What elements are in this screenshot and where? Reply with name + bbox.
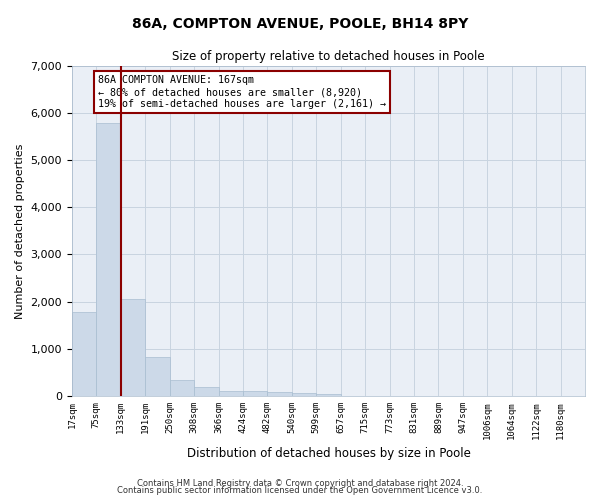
Bar [145, 358, 170, 396]
Text: Contains public sector information licensed under the Open Government Licence v3: Contains public sector information licen… [118, 486, 482, 495]
Bar [194, 388, 218, 396]
Text: 86A COMPTON AVENUE: 167sqm
← 80% of detached houses are smaller (8,920)
19% of s: 86A COMPTON AVENUE: 167sqm ← 80% of deta… [98, 76, 386, 108]
Y-axis label: Number of detached properties: Number of detached properties [15, 143, 25, 318]
Bar [292, 393, 316, 396]
Bar [121, 299, 145, 396]
Title: Size of property relative to detached houses in Poole: Size of property relative to detached ho… [172, 50, 485, 63]
Bar [72, 312, 97, 396]
Bar [243, 391, 268, 396]
Bar [97, 123, 121, 396]
Bar [170, 380, 194, 396]
Bar [268, 392, 292, 396]
Bar [218, 390, 243, 396]
X-axis label: Distribution of detached houses by size in Poole: Distribution of detached houses by size … [187, 447, 470, 460]
Text: Contains HM Land Registry data © Crown copyright and database right 2024.: Contains HM Land Registry data © Crown c… [137, 478, 463, 488]
Bar [316, 394, 341, 396]
Text: 86A, COMPTON AVENUE, POOLE, BH14 8PY: 86A, COMPTON AVENUE, POOLE, BH14 8PY [132, 18, 468, 32]
